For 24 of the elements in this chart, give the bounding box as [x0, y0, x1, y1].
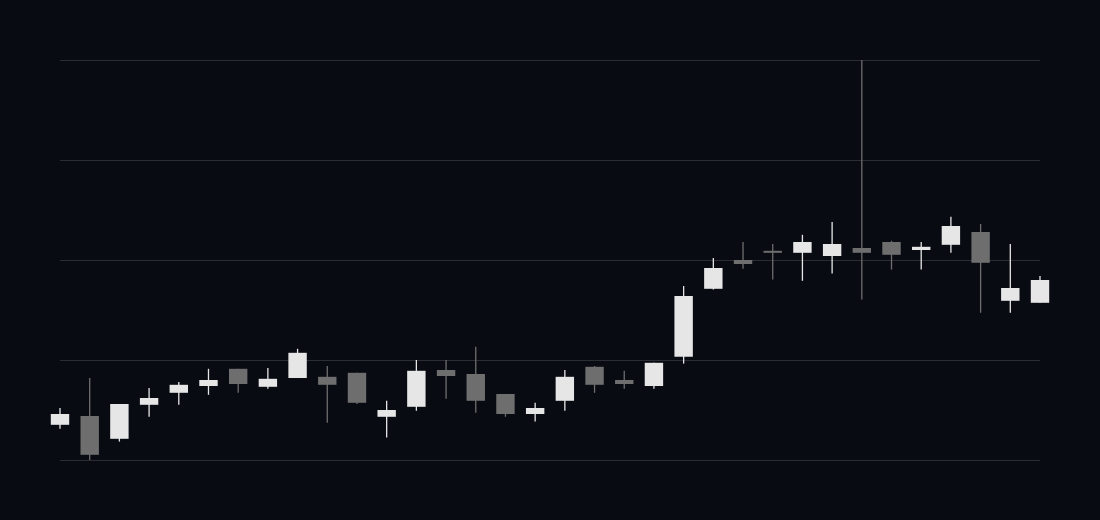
- candlestick: [912, 241, 931, 271]
- candlestick: [793, 234, 812, 282]
- candlestick: [318, 365, 337, 424]
- candlestick: [1001, 243, 1020, 314]
- candlestick: [377, 400, 396, 439]
- candlestick: [763, 243, 782, 281]
- candlestick: [733, 241, 753, 270]
- candlestick: [644, 362, 664, 390]
- candlestick: [496, 393, 515, 418]
- candlestick: [50, 407, 70, 430]
- candlestick: [1030, 275, 1050, 304]
- candlestick: [704, 257, 723, 291]
- candlestick: [525, 402, 545, 423]
- candlestick: [822, 221, 842, 275]
- candlestick: [585, 365, 604, 394]
- candlestick: [555, 369, 575, 412]
- candlestick: [199, 368, 218, 396]
- candlestick: [941, 216, 961, 254]
- candlestick: [258, 367, 278, 390]
- candlestick: [436, 359, 456, 400]
- candlestick: [882, 240, 901, 271]
- candlestick: [852, 59, 872, 301]
- candlestick: [139, 387, 159, 418]
- candlestick: [169, 381, 188, 406]
